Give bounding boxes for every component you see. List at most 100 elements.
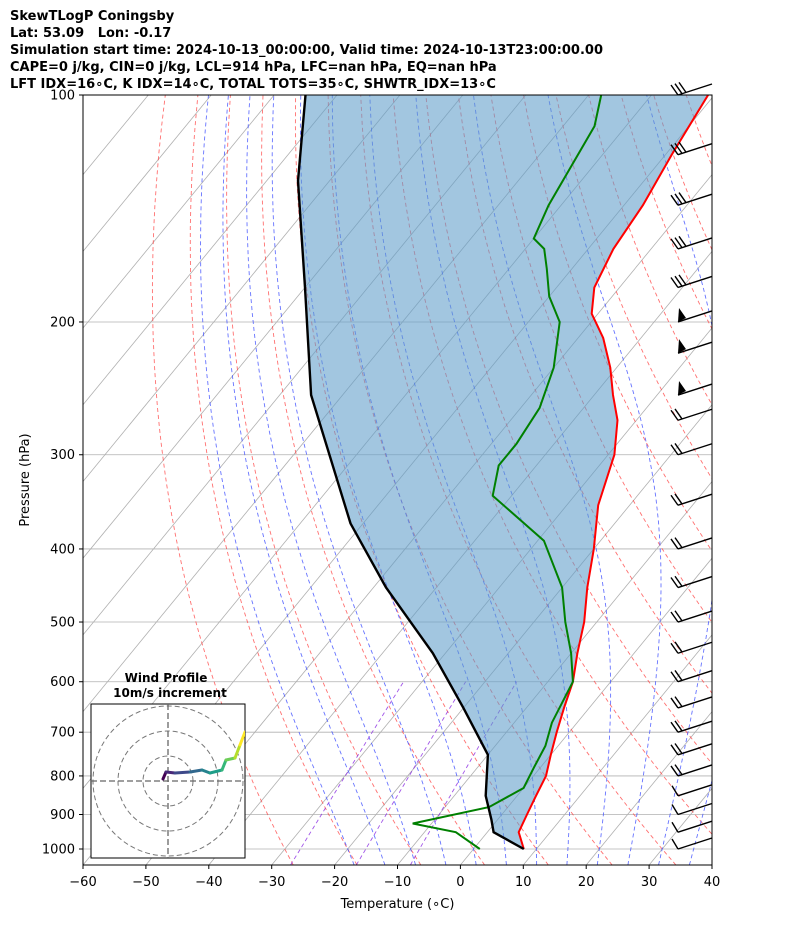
- hodograph-segment: [164, 770, 177, 775]
- wind-barb: [677, 339, 713, 354]
- dewpoint-line: [412, 95, 603, 850]
- mixing-ratio-line: [355, 681, 467, 865]
- index-line: LFT IDX=16∘C, K IDX=14∘C, TOTAL TOTS=35∘…: [10, 77, 496, 92]
- isotherm-line: [83, 95, 275, 329]
- wind-barb: [670, 408, 713, 421]
- y-tick-label: 900: [50, 808, 75, 823]
- dry-adiabat: [620, 95, 712, 330]
- y-tick-label: 1000: [42, 843, 75, 858]
- isotherm-line: [523, 634, 712, 865]
- x-tick-label: −20: [321, 875, 348, 890]
- dry-adiabat: [685, 95, 712, 168]
- dry-adiabat: [392, 95, 712, 835]
- wind-barb: [670, 274, 713, 289]
- cape-line: CAPE=0 j/kg, CIN=0 j/kg, LCL=914 hPa, LF…: [10, 60, 497, 75]
- x-tick-label: −50: [132, 875, 159, 890]
- wind-barb: [670, 764, 713, 777]
- isotherm-line: [83, 95, 212, 252]
- wind-barb: [670, 235, 713, 250]
- y-tick-label: 400: [50, 542, 75, 557]
- moist-adiabat: [688, 778, 712, 865]
- location-line: Lat: 53.09 Lon: -0.17: [10, 26, 172, 41]
- isotherm-line: [711, 864, 712, 865]
- moist-adiabat: [473, 95, 612, 865]
- hodograph-segment: [233, 743, 242, 760]
- mixing-ratio-line: [410, 681, 517, 865]
- isotherm-line: [460, 557, 712, 865]
- dry-adiabat: [719, 95, 794, 865]
- dry-adiabat: [189, 95, 358, 865]
- x-tick-label: 30: [641, 875, 658, 890]
- wind-barb: [671, 837, 713, 850]
- dry-adiabat: [555, 95, 712, 480]
- chart-title: SkewTLogP Coningsby: [10, 9, 175, 24]
- x-axis-label: Temperature (∘C): [340, 897, 455, 912]
- x-tick-label: −30: [258, 875, 285, 890]
- moist-adiabat: [720, 95, 794, 865]
- hodograph-segment: [173, 770, 192, 775]
- wind-barb: [671, 820, 713, 833]
- hodograph-segment: [224, 756, 237, 762]
- wind-barb: [670, 493, 713, 506]
- wind-barb: [670, 696, 713, 709]
- x-tick-label: −40: [195, 875, 222, 890]
- wind-barb: [670, 670, 713, 683]
- moist-adiabat: [299, 95, 477, 865]
- hodograph-subtitle: 10m/s increment: [113, 686, 227, 700]
- wind-barb: [671, 802, 713, 816]
- wind-barb: [670, 610, 713, 623]
- x-tick-label: 20: [578, 875, 595, 890]
- wind-barb: [670, 192, 713, 206]
- dry-adiabat: [261, 95, 485, 865]
- y-tick-label: 600: [50, 675, 75, 690]
- moist-adiabat: [646, 95, 712, 865]
- wind-barb: [670, 537, 713, 550]
- y-tick-label: 300: [50, 448, 75, 463]
- parcel-profile-line: [296, 95, 525, 851]
- simulation-time-line: Simulation start time: 2024-10-13_00:00:…: [10, 43, 603, 58]
- dry-adiabat: [151, 95, 294, 865]
- wind-barb: [670, 443, 713, 456]
- x-tick-label: −60: [69, 875, 96, 890]
- wind-barb: [670, 81, 713, 96]
- dry-adiabat: [751, 95, 794, 865]
- y-axis-label: Pressure (hPa): [18, 433, 33, 526]
- wind-barb: [677, 307, 713, 323]
- hodograph-segment: [208, 768, 224, 775]
- isotherm-line: [83, 95, 401, 483]
- hodograph-segment: [238, 730, 245, 747]
- isotherm-line: [585, 710, 712, 865]
- y-tick-label: 800: [50, 769, 75, 784]
- hodograph-title: Wind Profile: [125, 671, 208, 685]
- moist-adiabat: [222, 95, 386, 865]
- wind-barb: [670, 720, 713, 733]
- y-tick-label: 700: [50, 726, 75, 741]
- x-tick-label: −10: [384, 875, 411, 890]
- hodograph-segment: [220, 758, 228, 772]
- isotherm-line: [83, 95, 338, 406]
- isotherm-line: [334, 404, 712, 865]
- x-tick-label: 10: [515, 875, 532, 890]
- moist-adiabat: [246, 95, 416, 865]
- y-tick-label: 200: [50, 315, 75, 330]
- moist-adiabat: [271, 95, 447, 865]
- wind-barb: [671, 784, 713, 797]
- y-tick-label: 100: [50, 89, 75, 104]
- y-tick-label: 500: [50, 616, 75, 631]
- moist-adiabat: [200, 95, 355, 865]
- hodograph-segment: [188, 768, 204, 774]
- wind-barb: [677, 381, 713, 396]
- wind-barb: [670, 575, 713, 589]
- temperature-line: [517, 95, 709, 850]
- hodograph-plot: [91, 704, 245, 858]
- x-tick-label: 40: [704, 875, 721, 890]
- wind-barb: [670, 743, 713, 756]
- chart-header: SkewTLogP Coningsby Lat: 53.09 Lon: -0.1…: [10, 8, 603, 93]
- x-tick-label: 0: [456, 875, 464, 890]
- isotherm-line: [648, 787, 712, 865]
- cin-shading: [298, 95, 709, 849]
- wind-barb: [670, 141, 713, 156]
- mixing-ratio-line: [290, 681, 404, 865]
- dry-adiabat: [784, 95, 794, 865]
